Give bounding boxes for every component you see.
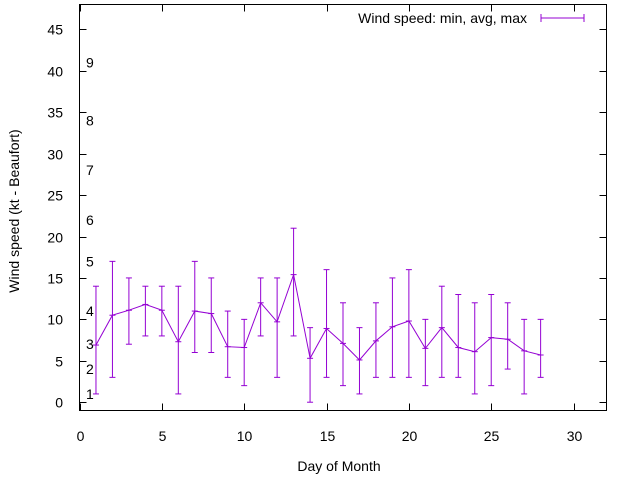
error-bar [323,269,330,378]
error-bar [389,277,396,378]
y-tick-label: 15 [47,271,63,287]
beaufort-label: 1 [86,386,94,402]
error-bar [92,285,99,395]
x-tick-label: 25 [484,428,500,444]
legend-label: Wind speed: min, avg, max [358,10,527,26]
x-tick-label: 15 [320,428,336,444]
error-bar [340,302,346,387]
error-bar [372,302,379,378]
average-line [95,272,541,361]
x-axis-label: Day of Month [297,458,380,474]
beaufort-label: 4 [86,303,94,319]
error-bar [257,277,264,337]
beaufort-label: 3 [86,336,94,352]
series-wind-speed [92,227,544,403]
y-tick-label: 35 [47,105,63,121]
beaufort-label: 5 [86,253,94,269]
error-bar [109,260,116,378]
legend: Wind speed: min, avg, max [358,10,585,26]
error-bar [438,285,445,378]
y-axis-label: Wind speed (kt - Beaufort) [6,129,22,292]
y-tick-label: 0 [55,395,63,411]
error-bar [488,294,495,387]
beaufort-label: 9 [86,55,94,71]
beaufort-scale-labels: 1 2 3 4 5 6 7 8 9 [86,55,94,402]
plot-frame [79,4,607,411]
error-bar [274,277,281,378]
beaufort-label: 8 [86,113,94,129]
error-bar [290,227,297,337]
beaufort-label: 2 [86,361,94,377]
error-bar [405,269,412,378]
beaufort-label: 7 [86,162,94,178]
y-tick-label: 30 [47,147,63,163]
y-tick-label: 10 [47,312,63,328]
error-bar [422,318,429,387]
y-tick-label: 25 [47,188,63,204]
error-bar [191,260,198,353]
y-tick-label: 20 [47,230,63,246]
error-bar [158,285,165,337]
x-tick-label: 0 [77,428,85,444]
error-bar [307,327,314,403]
y-tick-label: 40 [47,64,63,80]
error-bar [175,285,182,395]
x-tick-label: 10 [237,428,253,444]
error-bar [356,327,363,395]
x-tick-label: 5 [159,428,167,444]
error-bar [125,277,132,345]
error-bar [208,277,215,353]
error-bar [521,318,528,395]
error-bar [455,294,462,378]
x-tick-label: 30 [567,428,583,444]
x-tick-label: 20 [402,428,418,444]
error-bar [537,318,544,378]
error-bar [504,302,511,370]
error-bar [241,318,248,387]
y-tick-label: 5 [55,354,63,370]
y-tick-label: 45 [47,22,63,38]
beaufort-label: 6 [86,212,94,228]
error-bar [142,285,149,337]
error-bar [471,302,478,395]
error-bar [224,310,231,378]
